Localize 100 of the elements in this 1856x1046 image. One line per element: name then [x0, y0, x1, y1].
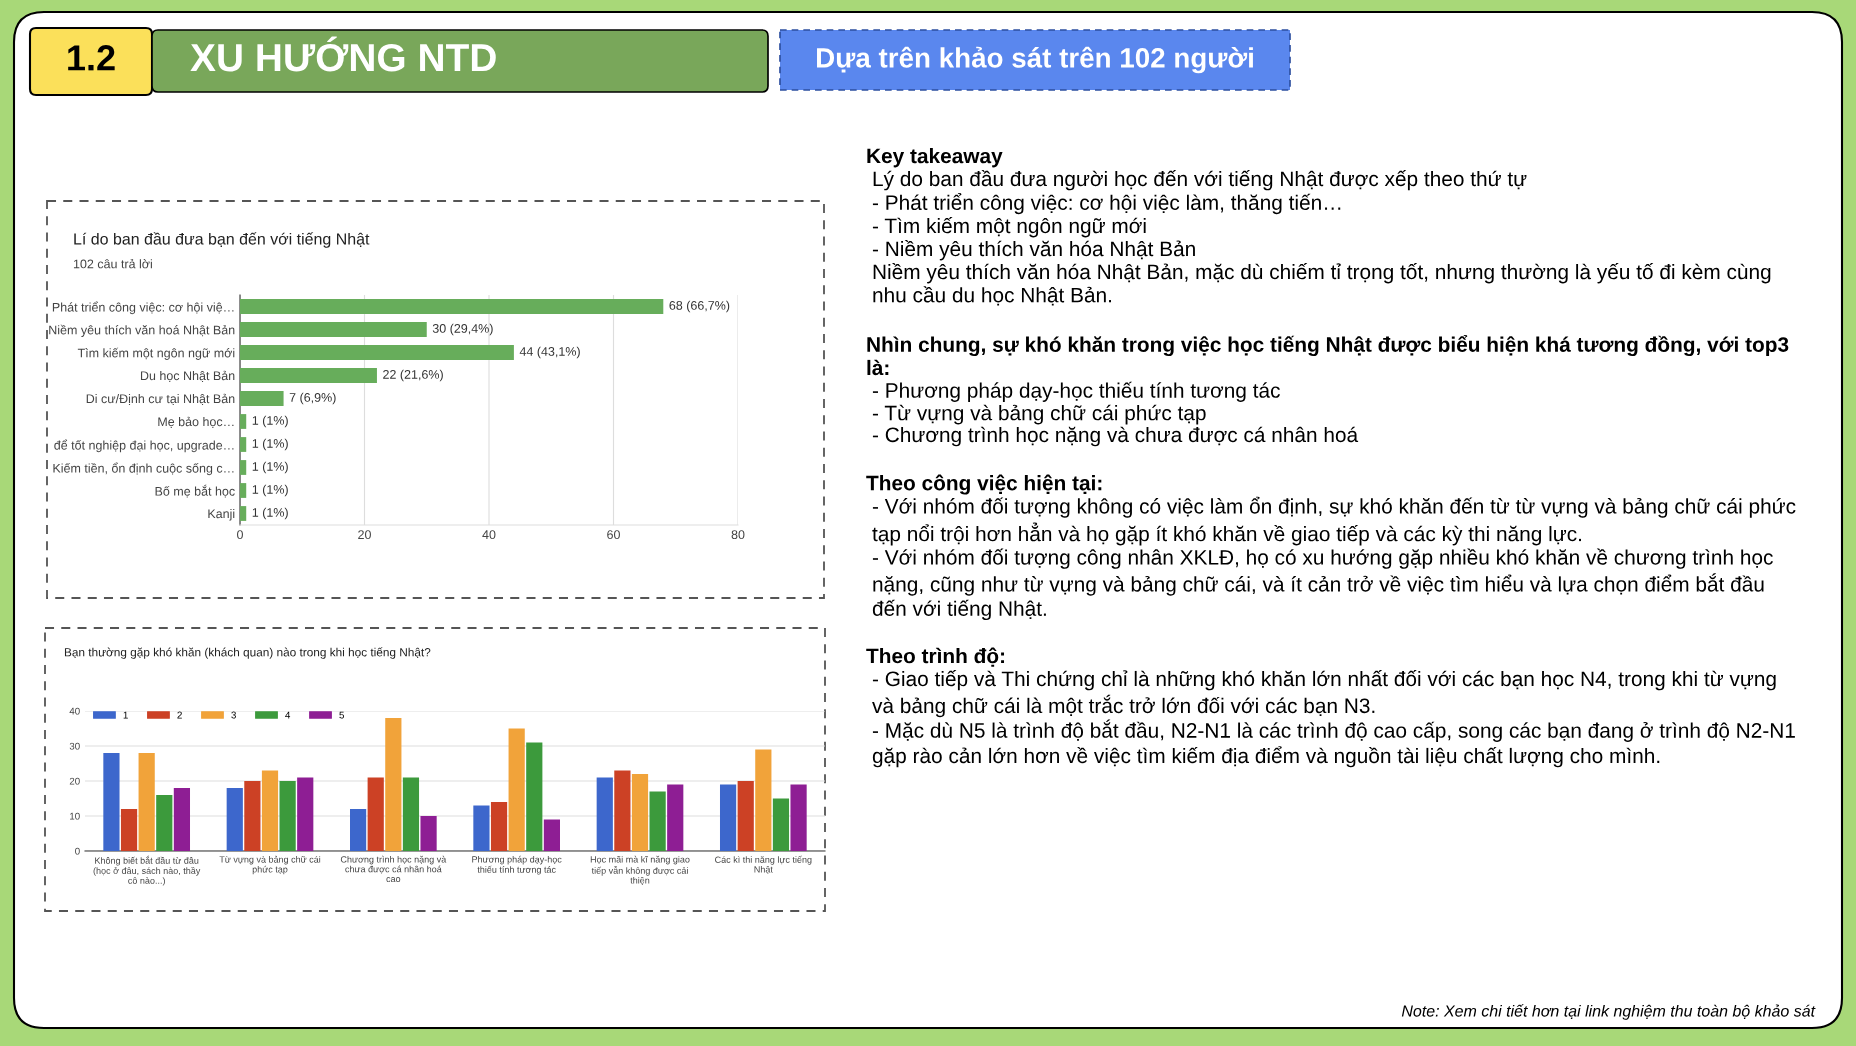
- bar: [240, 345, 514, 360]
- bar: [240, 460, 247, 475]
- bar: [226, 788, 243, 851]
- bar: [240, 483, 247, 498]
- y-tick-label: Tìm kiếm một ngôn ngữ mới: [77, 347, 235, 360]
- x-tick-label: Các kì thi năng lực tiếng Nhật: [715, 855, 812, 874]
- legend-label: 3: [231, 711, 236, 719]
- bar: [240, 368, 377, 383]
- x-tick-label: 40: [482, 530, 496, 540]
- bar: [156, 795, 173, 851]
- text: Lý do ban đầu đưa người học đến với tiếng Nhật được xếp theo thứ tự: [873, 170, 1527, 191]
- data-label: 1 (1%): [252, 461, 288, 474]
- text: Theo trình độ:: [866, 647, 1005, 667]
- x-tick-label: Học mãi mà kĩ năng giao tiếp vẫn không được cải thiện: [590, 855, 690, 885]
- y-tick-label: Kiếm tiền, ổn định cuộc sống c…: [53, 462, 234, 476]
- bar: [667, 784, 684, 851]
- text: Theo công việc hiện tại:: [866, 474, 1102, 495]
- text: Nhìn chung, sự khó khăn trong việc học tiếng Nhật được biểu hiện khá tương đồng, với top3 là:: [867, 334, 1789, 376]
- x-tick-label: 80: [731, 530, 745, 540]
- bar: [526, 742, 543, 851]
- bar: [790, 784, 807, 851]
- bar: [473, 805, 490, 851]
- bar: [367, 777, 384, 851]
- bar: [543, 819, 561, 851]
- bar: [508, 728, 525, 851]
- y-tick-label: 20: [69, 777, 80, 785]
- data-label: 68 (66,7%): [669, 300, 730, 313]
- bar: [240, 299, 664, 314]
- data-label: 44 (43,1%): [519, 346, 580, 359]
- text: - Chương trình học nặng và chưa được cá nhân hoá: [872, 426, 1359, 447]
- bar: [279, 781, 296, 851]
- bar: [649, 791, 666, 851]
- text: - Với nhóm đối tượng công nhân XKLĐ, họ có xu hướng gặp nhiều khó khăn về chương trình học nặng, cũng như từ vựng và bảng chữ cái, và ít cản trở về việc tìm hiểu và lựa chọn điểm bắt đầu đến với tiếng Nhật.: [872, 548, 1773, 621]
- bar: [240, 506, 247, 521]
- bar: [103, 753, 120, 851]
- legend-label: 5: [339, 711, 344, 719]
- text: - Với nhóm đối tượng không có việc làm ổn định, sự khó khăn đến từ từ vựng và bảng chữ cái phức tạp nổi trội hơn hẳn và họ gặp ít khó khăn về giao tiếp và các kỳ thi năng lực.: [872, 496, 1796, 546]
- text: - Tìm kiếm một ngôn ngữ mới: [872, 217, 1146, 238]
- legend-label: 2: [177, 711, 182, 719]
- x-tick-label: Không biết bắt đầu từ đâu (học ở đâu, sách nào, thầy cô nào...): [93, 855, 201, 886]
- bar: [240, 322, 427, 337]
- text: XU HƯỚNG NTD: [190, 36, 496, 72]
- y-tick-label: 0: [75, 847, 80, 855]
- y-tick-label: Phát triển công việc: cơ hội việ…: [52, 301, 234, 315]
- bar: [240, 437, 247, 452]
- bar: [596, 777, 613, 851]
- text: - Phương pháp dạy-học thiếu tính tương tác: [872, 381, 1280, 402]
- text: - Mặc dù N5 là trình độ bắt đầu, N2-N1 là các trình độ cao cấp, song các bạn đang ở trình độ N2-N1 gặp rào cản lớn hơn về việc tìm kiếm địa điểm và nguồn tài liệu chất lượng cho mình.: [872, 719, 1795, 768]
- bar: [737, 781, 754, 851]
- y-tick-label: Kanji: [208, 508, 235, 521]
- text: 102 câu trả lời: [73, 258, 152, 269]
- bar: [120, 809, 138, 851]
- bar: [631, 774, 649, 851]
- y-tick-label: 40: [69, 707, 80, 715]
- x-tick-label: 20: [358, 530, 371, 540]
- bar: [755, 749, 772, 851]
- bar: [385, 718, 402, 851]
- text: Niềm yêu thích văn hóa Nhật Bản, mặc dù chiếm tỉ trọng tốt, nhưng thường là yếu tố đi kèm cùng nhu cầu du học Nhật Bản.: [873, 263, 1771, 306]
- legend-label: 4: [285, 711, 291, 719]
- bar: [261, 770, 279, 851]
- y-tick-label: để tốt nghiệp đại học, upgrade…: [54, 439, 234, 453]
- data-label: 1 (1%): [252, 484, 288, 497]
- y-tick-label: Mẹ bảo học…: [158, 416, 234, 428]
- data-label: 1 (1%): [252, 415, 288, 428]
- bar: [614, 770, 631, 851]
- data-label: 22 (21,6%): [383, 369, 443, 382]
- data-label: 1 (1%): [252, 507, 288, 520]
- y-tick-label: Bố mẹ bắt học: [155, 484, 235, 498]
- text: - Phát triển công việc: cơ hội việc làm, thăng tiến…: [872, 193, 1341, 215]
- y-tick-label: 10: [70, 812, 80, 820]
- bar: [138, 753, 155, 851]
- bar: [244, 781, 261, 851]
- x-tick-label: Từ vựng và bảng chữ cái phức tạp: [219, 855, 321, 875]
- y-tick-label: Du học Nhật Bản: [140, 370, 235, 382]
- data-label: 7 (6,9%): [289, 392, 336, 405]
- x-tick-label: Phương pháp dạy-học thiếu tính tương tác: [472, 855, 562, 875]
- bar: [240, 414, 247, 429]
- bar: [349, 809, 367, 851]
- bar: [420, 816, 437, 851]
- chart-title: Bạn thường gặp khó khăn (khách quan) nào trong khi học tiếng Nhật?: [64, 647, 431, 659]
- bar: [719, 784, 737, 851]
- text: - Niềm yêu thích văn hóa Nhật Bản: [872, 240, 1195, 261]
- legend-label: 1: [123, 711, 128, 719]
- bar: [772, 798, 790, 851]
- bar: [173, 788, 191, 851]
- y-tick-label: 30: [69, 742, 80, 750]
- text: Note: Xem chi tiết hơn tại link nghiệm thu toàn bộ khảo sát: [1401, 1004, 1816, 1020]
- text: 1.2: [68, 45, 115, 71]
- bar: [402, 777, 420, 851]
- y-tick-label: Niềm yêu thích văn hoá Nhật Bản: [49, 324, 235, 337]
- text: - Giao tiếp và Thi chứng chỉ là những khó khăn lớn nhất đối với các bạn học N4, trong khi từ vựng và bảng chữ cái là một trắc trở lớn đối với các bạn N3.: [872, 670, 1776, 718]
- bar: [490, 802, 508, 851]
- bar: [240, 391, 284, 406]
- x-tick-label: 0: [237, 530, 243, 540]
- text: - Từ vựng và bảng chữ cái phức tạp: [872, 404, 1206, 425]
- data-label: 30 (29,4%): [432, 323, 493, 336]
- chart-title: Lí do ban đầu đưa bạn đến với tiếng Nhật: [74, 232, 370, 248]
- bar: [297, 777, 314, 851]
- x-tick-label: 60: [607, 530, 620, 540]
- x-tick-label: Chương trình học nặng và chưa được cá nhân hoá cao: [340, 855, 447, 883]
